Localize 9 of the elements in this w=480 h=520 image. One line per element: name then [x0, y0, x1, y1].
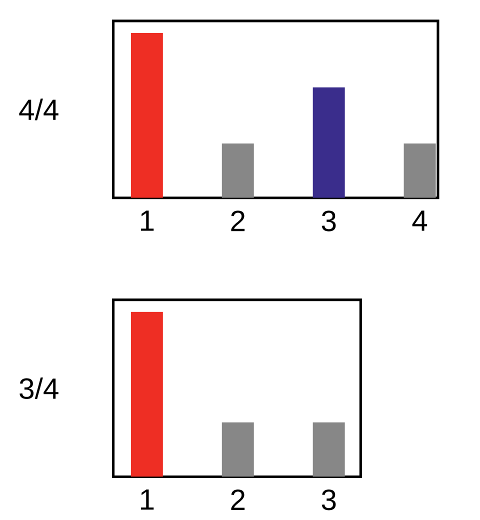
x-tick-label: 4 — [412, 210, 428, 231]
x-tick-label: 1 — [141, 489, 154, 510]
x-tick-label: 3 — [322, 210, 336, 232]
x-tick-label: 3 — [322, 489, 336, 510]
x-tick-label: 2 — [231, 489, 245, 510]
x-tick-label: 1 — [141, 210, 154, 231]
y-axis-title: 3/4 — [20, 378, 59, 400]
x-tick-label: 2 — [231, 210, 245, 232]
y-axis-title: 4/4 — [19, 98, 59, 120]
